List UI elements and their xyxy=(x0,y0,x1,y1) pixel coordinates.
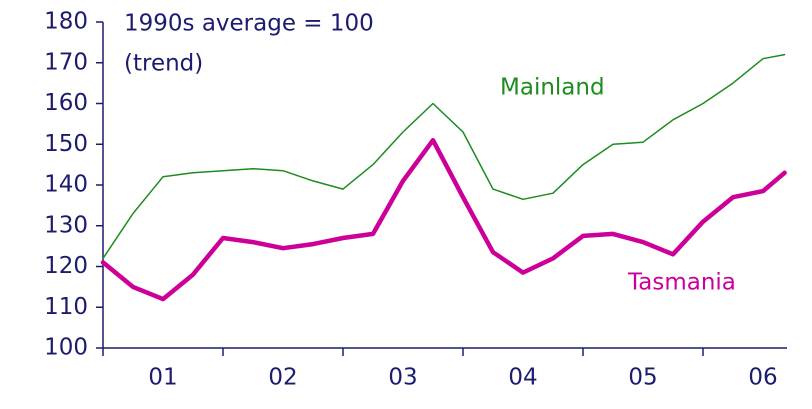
y-tick-label: 110 xyxy=(44,294,88,320)
y-tick-label: 150 xyxy=(44,131,88,157)
x-tick-label: 01 xyxy=(148,365,177,391)
x-tick-label: 06 xyxy=(748,365,777,391)
series-line xyxy=(100,137,787,302)
x-tick-label: 04 xyxy=(508,365,537,391)
series-label: Mainland xyxy=(500,75,605,101)
y-tick-label: 120 xyxy=(44,253,88,279)
series-line xyxy=(102,53,786,260)
y-tick-label: 140 xyxy=(44,172,88,198)
x-tick-label: 03 xyxy=(388,365,417,391)
x-tick-label: 05 xyxy=(628,365,657,391)
y-tick-label: 130 xyxy=(44,212,88,238)
series-label: Tasmania xyxy=(627,270,736,296)
y-tick-label: 180 xyxy=(44,9,88,35)
y-tick-label: 100 xyxy=(44,335,88,361)
annotation: (trend) xyxy=(124,51,203,77)
y-tick-label: 170 xyxy=(44,49,88,75)
annotation: 1990s average = 100 xyxy=(124,11,374,37)
y-tick-label: 160 xyxy=(44,90,88,116)
x-tick-label: 02 xyxy=(268,365,297,391)
